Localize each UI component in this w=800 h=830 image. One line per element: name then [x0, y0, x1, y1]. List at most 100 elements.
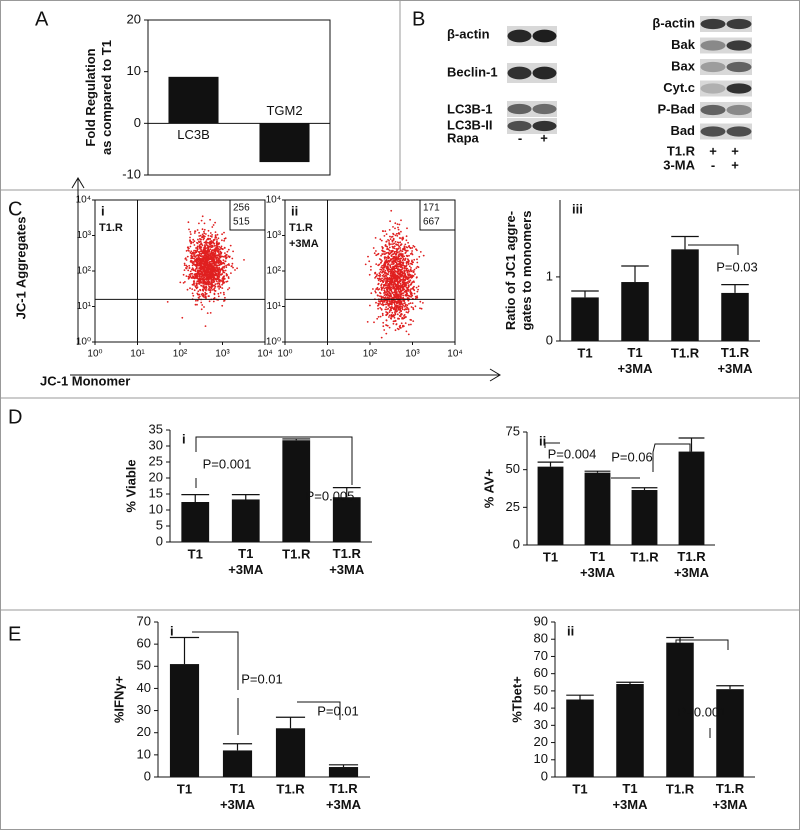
event-dot: [389, 288, 392, 290]
event-dot: [399, 249, 402, 252]
event-dot: [384, 278, 387, 280]
bar: [282, 440, 311, 542]
event-dot: [399, 282, 402, 285]
event-dot: [393, 290, 396, 292]
event-dot: [211, 244, 214, 247]
y-tick-label: 10¹: [77, 301, 92, 312]
event-dot: [193, 263, 195, 266]
event-dot: [417, 285, 420, 288]
event-dot: [397, 226, 399, 229]
event-dot: [397, 241, 400, 244]
event-dot: [204, 291, 207, 294]
event-dot: [200, 267, 203, 270]
event-dot: [403, 308, 406, 311]
event-dot: [226, 250, 229, 253]
y-tick-label: 25: [506, 499, 520, 514]
event-dot: [412, 275, 415, 277]
error-bar: [537, 461, 564, 467]
event-dot: [413, 258, 416, 261]
blot-band: [532, 29, 557, 43]
event-dot: [385, 293, 388, 296]
event-dot: [407, 333, 410, 336]
event-dot: [383, 275, 386, 278]
event-dot: [207, 265, 210, 268]
y-tick-label: 80: [534, 631, 548, 646]
event-dot: [406, 227, 408, 230]
event-dot: [200, 219, 203, 222]
event-dot: [382, 325, 385, 328]
blot-band: [700, 104, 726, 116]
event-dot: [384, 262, 387, 264]
event-dot: [190, 254, 193, 257]
event-dot: [383, 284, 386, 287]
event-dot: [402, 261, 405, 264]
event-dot: [210, 250, 213, 253]
event-dot: [205, 281, 208, 283]
event-dot: [394, 240, 397, 243]
treatment-label: 3-MA: [663, 157, 695, 172]
error-bar: [332, 487, 361, 498]
event-dot: [215, 254, 218, 257]
event-dot: [209, 232, 212, 234]
event-dot: [401, 238, 404, 241]
event-dot: [392, 272, 394, 274]
error-bar: [678, 437, 705, 452]
event-dot: [197, 251, 200, 253]
event-dot: [399, 307, 402, 310]
event-dot: [384, 244, 387, 246]
blot-band: [726, 126, 752, 137]
event-dot: [395, 261, 398, 264]
event-dot: [404, 303, 407, 306]
event-dot: [396, 310, 398, 312]
event-dot: [195, 251, 198, 253]
event-dot: [405, 291, 407, 294]
y-tick-label: 0: [541, 768, 548, 783]
event-dot: [379, 295, 381, 297]
event-dot: [202, 283, 205, 285]
event-dot: [219, 286, 222, 289]
error-bar: [631, 487, 658, 491]
error-bar: [721, 284, 749, 293]
event-dot: [206, 262, 209, 264]
bar: [666, 642, 694, 777]
event-dot: [394, 256, 397, 259]
event-dot: [401, 273, 404, 275]
event-dot: [381, 260, 383, 262]
y-tick-label: 70: [137, 613, 151, 628]
event-dot: [221, 280, 223, 283]
event-dot: [381, 287, 384, 290]
event-dot: [389, 309, 391, 312]
event-dot: [213, 293, 216, 296]
event-dot: [402, 317, 405, 320]
event-dot: [221, 262, 224, 265]
event-dot: [394, 288, 397, 291]
event-dot: [198, 241, 201, 244]
blot-band: [726, 61, 752, 73]
event-dot: [403, 314, 406, 316]
event-dot: [393, 260, 396, 263]
event-dot: [400, 219, 402, 222]
event-dot: [385, 311, 387, 313]
event-dot: [388, 246, 391, 249]
event-dot: [391, 311, 394, 314]
event-dot: [388, 311, 391, 313]
event-dot: [201, 289, 204, 291]
annotation: P=0.001: [203, 456, 252, 471]
event-dot: [388, 242, 390, 244]
bar: [332, 497, 361, 542]
x-tick-label: T1.R +3MA: [717, 345, 753, 376]
event-dot: [401, 270, 403, 273]
lane-label: -: [711, 157, 715, 172]
event-dot: [200, 243, 203, 246]
event-dot: [207, 245, 210, 248]
event-dot: [215, 243, 218, 245]
event-dot: [196, 242, 199, 245]
event-dot: [209, 245, 211, 248]
event-dot: [196, 299, 199, 302]
event-dot: [385, 314, 388, 317]
blot-label: β-actin: [652, 15, 695, 30]
event-dot: [392, 239, 395, 241]
event-dot: [209, 248, 212, 251]
event-dot: [212, 252, 215, 255]
event-dot: [394, 222, 397, 225]
